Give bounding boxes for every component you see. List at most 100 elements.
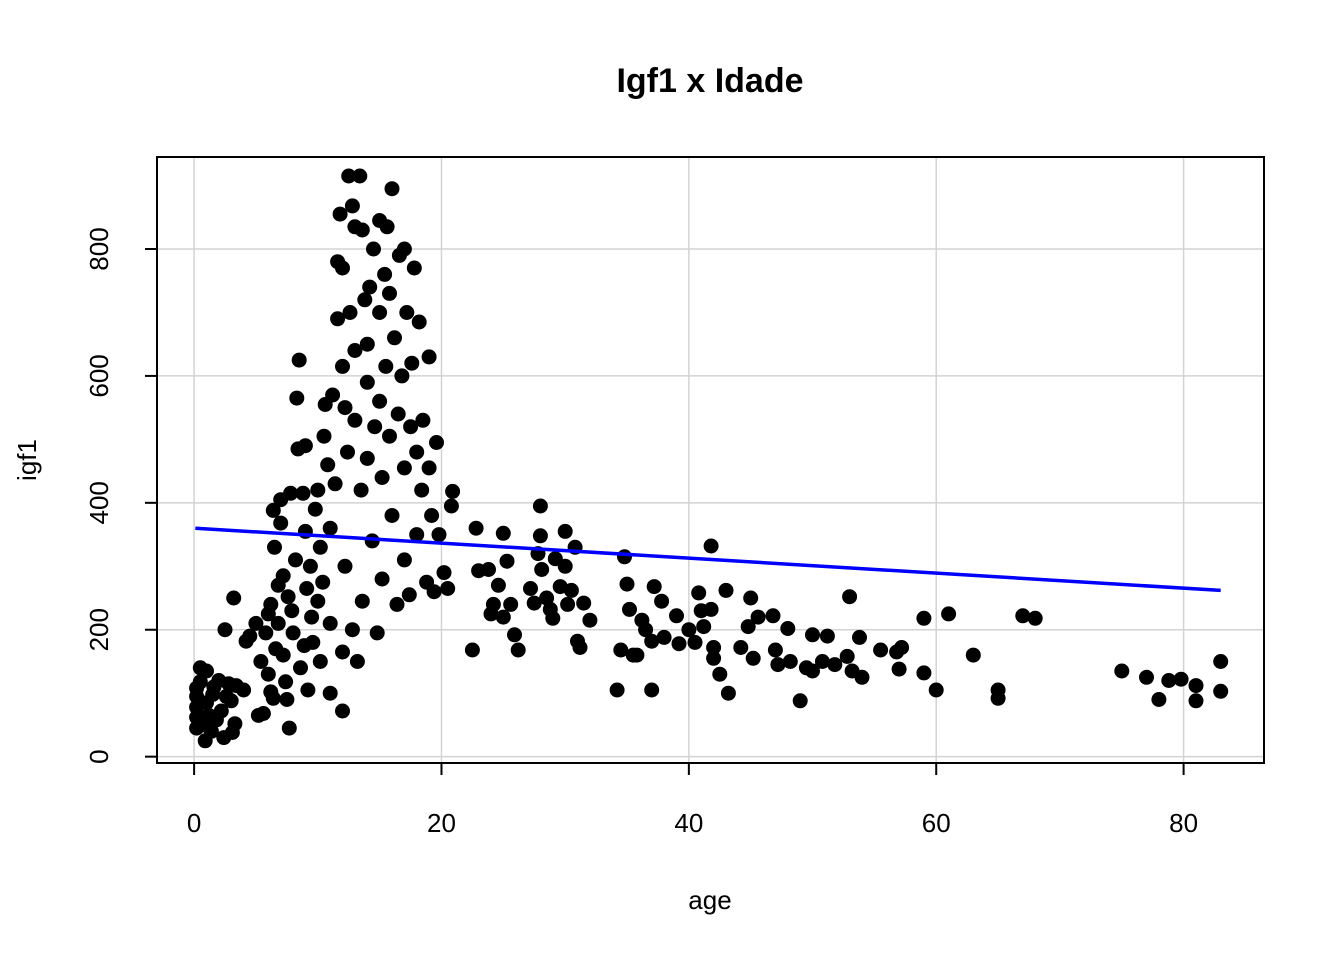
data-point <box>545 610 561 626</box>
data-point <box>327 476 343 492</box>
data-points <box>189 168 1229 749</box>
data-point <box>359 336 375 352</box>
data-point <box>740 619 756 635</box>
data-point <box>325 387 341 403</box>
data-point <box>619 576 635 592</box>
data-point <box>671 636 687 652</box>
data-point <box>622 601 637 617</box>
data-point <box>265 690 281 706</box>
data-point <box>267 539 282 555</box>
data-point <box>332 206 348 222</box>
data-point <box>302 558 318 574</box>
data-point <box>696 619 712 635</box>
data-point <box>805 663 820 679</box>
data-point <box>384 181 400 197</box>
data-point <box>359 450 375 466</box>
data-point <box>260 666 276 682</box>
data-point <box>421 460 437 476</box>
data-point <box>485 596 501 612</box>
data-point <box>891 661 907 677</box>
y-tick-label: 200 <box>84 608 114 651</box>
data-point <box>414 482 430 498</box>
data-point <box>406 260 422 276</box>
data-point <box>396 552 412 568</box>
x-tick-label: 40 <box>674 808 703 838</box>
data-point <box>609 682 625 698</box>
data-point <box>582 612 598 628</box>
data-point <box>646 579 662 595</box>
data-point <box>532 498 548 514</box>
data-point <box>353 482 369 498</box>
x-tick-label: 60 <box>922 808 951 838</box>
data-point <box>281 720 297 736</box>
data-point <box>539 590 555 606</box>
data-point <box>745 650 761 666</box>
data-point <box>403 419 419 435</box>
data-point <box>312 654 328 669</box>
data-point <box>322 615 338 631</box>
data-point <box>291 352 307 368</box>
data-point <box>394 368 410 384</box>
data-point <box>347 343 363 358</box>
data-point <box>814 654 830 669</box>
data-point <box>213 703 229 719</box>
data-point <box>894 640 910 655</box>
data-point <box>347 412 363 428</box>
data-point <box>436 565 452 581</box>
data-point <box>495 609 511 625</box>
data-point <box>335 358 350 374</box>
data-point <box>523 581 538 596</box>
data-point <box>255 706 271 721</box>
data-point <box>576 595 592 611</box>
data-point <box>322 520 338 536</box>
data-point <box>337 558 353 574</box>
data-point <box>854 669 870 685</box>
data-point <box>337 400 353 416</box>
data-point <box>409 444 425 460</box>
data-point <box>379 219 395 235</box>
data-point <box>357 292 373 308</box>
data-point <box>916 665 932 681</box>
data-point <box>819 628 835 644</box>
data-point <box>629 647 645 663</box>
data-point <box>1188 693 1204 709</box>
data-point <box>1139 669 1154 685</box>
data-point <box>248 615 264 631</box>
data-point <box>526 595 542 611</box>
data-point <box>443 498 459 514</box>
data-point <box>396 241 412 257</box>
data-point <box>852 629 867 645</box>
data-point <box>1173 671 1189 687</box>
data-point <box>382 428 397 444</box>
data-point <box>404 355 420 371</box>
data-point <box>510 642 526 658</box>
data-point <box>842 589 858 605</box>
data-point <box>384 508 400 523</box>
data-point <box>278 674 294 690</box>
x-axis-ticks: 0 20 40 60 80 <box>187 763 1198 838</box>
data-point <box>780 621 796 636</box>
data-point <box>352 168 368 184</box>
data-point <box>342 305 358 320</box>
data-point <box>421 349 437 365</box>
data-point <box>750 609 766 625</box>
data-point <box>712 666 728 682</box>
data-point <box>203 723 219 739</box>
data-point <box>916 610 932 626</box>
data-point <box>572 640 588 655</box>
data-point <box>322 685 338 701</box>
y-axis-ticks: 0 200 400 600 800 <box>84 227 157 764</box>
x-tick-label: 0 <box>187 808 201 838</box>
data-point <box>782 654 798 669</box>
data-point <box>335 260 350 276</box>
data-point <box>720 685 736 701</box>
data-point <box>340 444 355 460</box>
data-point <box>279 692 295 707</box>
data-point <box>743 590 759 606</box>
data-point <box>1015 608 1031 624</box>
data-point <box>320 457 336 473</box>
data-point <box>253 654 269 669</box>
data-point <box>928 682 944 698</box>
data-point <box>227 716 243 732</box>
data-point <box>534 562 550 577</box>
